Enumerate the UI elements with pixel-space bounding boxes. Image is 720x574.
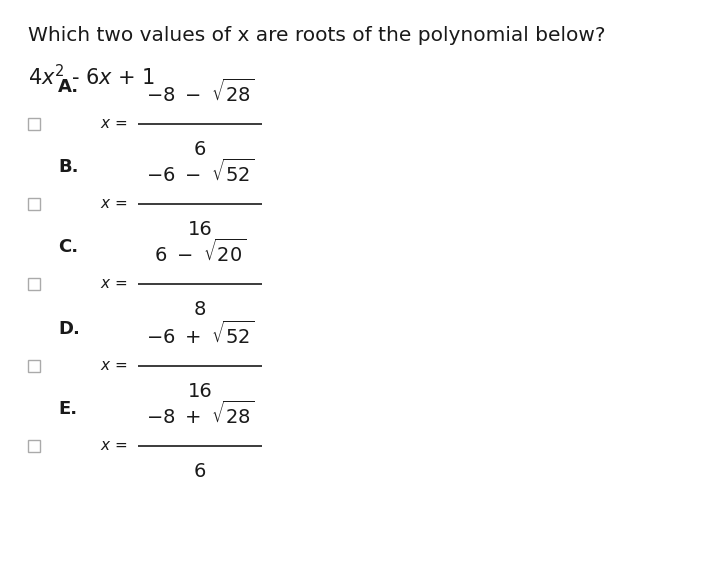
Text: E.: E. bbox=[58, 400, 77, 418]
Bar bbox=[28, 440, 40, 452]
Text: C.: C. bbox=[58, 238, 78, 256]
Text: $-8\ -\ \sqrt{28}$: $-8\ -\ \sqrt{28}$ bbox=[145, 79, 254, 106]
Text: $6\ -\ \sqrt{20}$: $6\ -\ \sqrt{20}$ bbox=[154, 239, 246, 266]
Text: Which two values of x are roots of the polynomial below?: Which two values of x are roots of the p… bbox=[28, 26, 606, 45]
Bar bbox=[28, 118, 40, 130]
Text: 6: 6 bbox=[194, 140, 206, 159]
Text: 8: 8 bbox=[194, 300, 206, 319]
Text: $x$ =: $x$ = bbox=[100, 277, 127, 292]
Text: $-6\ -\ \sqrt{52}$: $-6\ -\ \sqrt{52}$ bbox=[145, 159, 254, 186]
Text: 6: 6 bbox=[194, 462, 206, 481]
Text: A.: A. bbox=[58, 78, 79, 96]
Bar bbox=[28, 360, 40, 372]
Text: 16: 16 bbox=[188, 382, 212, 401]
Text: B.: B. bbox=[58, 158, 78, 176]
Bar bbox=[28, 198, 40, 210]
Text: $-8\ +\ \sqrt{28}$: $-8\ +\ \sqrt{28}$ bbox=[145, 401, 254, 428]
Text: $-6\ +\ \sqrt{52}$: $-6\ +\ \sqrt{52}$ bbox=[145, 321, 254, 348]
Text: $x$ =: $x$ = bbox=[100, 117, 127, 131]
Text: $x$ =: $x$ = bbox=[100, 196, 127, 211]
Text: D.: D. bbox=[58, 320, 80, 338]
Text: $4x^2$ - 6$x$ + 1: $4x^2$ - 6$x$ + 1 bbox=[28, 64, 155, 89]
Bar bbox=[28, 278, 40, 290]
Text: $x$ =: $x$ = bbox=[100, 439, 127, 453]
Text: 16: 16 bbox=[188, 220, 212, 239]
Text: $x$ =: $x$ = bbox=[100, 359, 127, 374]
